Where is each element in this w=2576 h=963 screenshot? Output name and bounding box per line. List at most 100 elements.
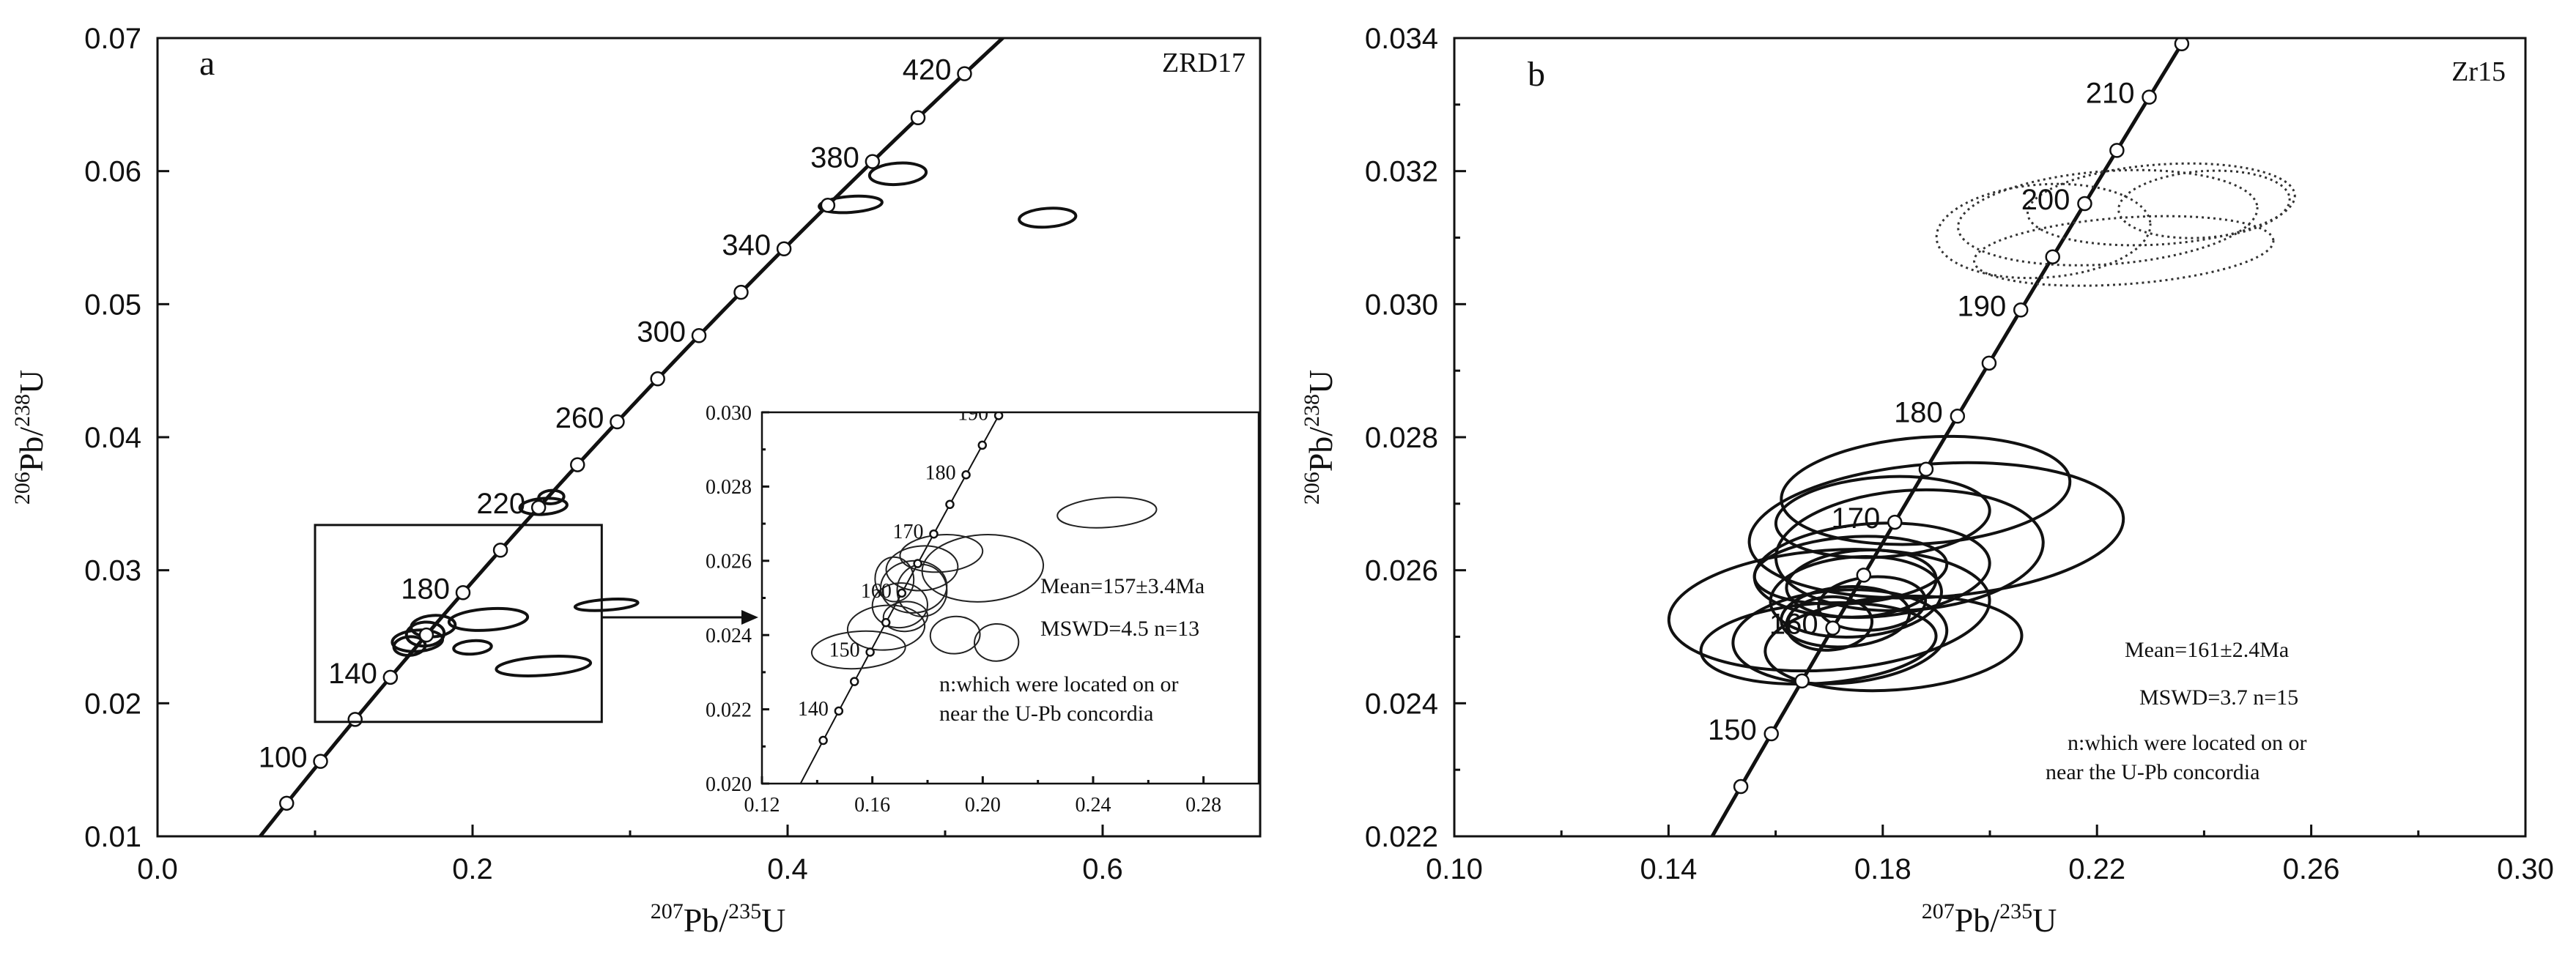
panel-b-error-ellipse — [1785, 548, 1938, 619]
panel-a-x-axis-title: 207Pb/235U — [651, 899, 786, 939]
inset-age-marker — [881, 617, 891, 628]
panel-b-x-sup1: 207 — [1922, 899, 1955, 923]
panel-a-y-base2: U — [12, 370, 50, 394]
panel-a-y-ticks: 0.01 0.02 0.03 0.04 0.05 0.06 0.07 — [84, 23, 169, 853]
inset-x-tick-label: 0.20 — [965, 794, 1001, 817]
panel-a-error-ellipse — [867, 161, 928, 187]
panel-a-x-tick-label: 0.2 — [452, 853, 493, 885]
panel-b-age-marker — [1918, 461, 1934, 477]
panel-a-age-marker — [910, 110, 926, 125]
panel-b-age-label: 190 — [1957, 290, 2006, 322]
panel-a-y-axis-title: 206Pb/238U — [10, 370, 50, 505]
inset-y-tick-label: 0.024 — [706, 625, 752, 647]
inset-x-tick-label: 0.24 — [1076, 794, 1111, 817]
panel-b-y-base2: U — [1302, 370, 1339, 394]
inset-error-ellipse — [929, 615, 981, 655]
panel-a-age-marker — [776, 241, 792, 257]
panel-a-x-sup2: 235 — [728, 899, 761, 923]
panel-a-note-line2: near the U-Pb concordia — [939, 702, 1153, 726]
panel-b-error-ellipse — [1731, 588, 1949, 685]
panel-a-error-ellipse — [447, 606, 530, 632]
inset-y-tick-label: 0.020 — [706, 773, 752, 796]
inset-plot-content: 140 150 160 170 180 190 — [798, 412, 1158, 784]
panel-a-age-marker — [278, 795, 295, 811]
inset-age-marker — [993, 412, 1004, 420]
panel-a-mean-annotation: Mean=157±3.4Ma — [1040, 574, 1204, 598]
panel-b-age-label: 170 — [1832, 502, 1881, 535]
inset-error-ellipse — [1056, 497, 1158, 529]
panel-a-age-marker — [1005, 23, 1018, 36]
panel-a-age-marker — [492, 542, 508, 558]
panel-b-y-axis-title: 206Pb/238U — [1300, 370, 1339, 505]
panel-b-mswd-annotation: MSWD=3.7 n=15 — [2139, 685, 2298, 710]
panel-b-y-tick-label: 0.028 — [1365, 422, 1438, 454]
panel-a-error-ellipse — [573, 598, 640, 612]
panel-a-age-marker — [418, 627, 434, 643]
panel-b-age-label: 160 — [1769, 609, 1818, 641]
panel-a-y-tick-label: 0.02 — [84, 688, 141, 720]
panel-b-age-marker — [2174, 38, 2190, 52]
panel-a-age-label: 260 — [555, 402, 604, 434]
inset-error-ellipse — [921, 534, 1045, 603]
panel-a-plot-content: 100 140 180 220 260 300 340 380 420 — [247, 23, 1078, 852]
panel-a-age-marker — [247, 839, 260, 852]
panel-a-error-ellipse — [518, 497, 569, 516]
panel-a-age-marker — [610, 414, 625, 430]
panel-b-age-marker — [1733, 778, 1749, 795]
panel-b-x-tick-label: 0.14 — [1640, 853, 1697, 885]
panel-a-age-marker — [650, 371, 665, 387]
panel-b-age-marker — [2142, 89, 2157, 105]
inset-age-marker — [913, 559, 922, 568]
panel-a-sample-id: ZRD17 — [1162, 48, 1246, 78]
panel-b-error-ellipse — [1774, 488, 2045, 612]
panel-a-age-marker — [530, 499, 547, 516]
panel-b-error-ellipse — [1785, 595, 1874, 652]
panel-b-age-label: 210 — [2086, 78, 2135, 110]
panel-b-age-marker — [1763, 726, 1779, 742]
panel-a-age-marker — [347, 712, 363, 727]
inset-age-marker — [849, 677, 859, 686]
panel-a-age-label: 220 — [476, 488, 525, 520]
panel-a-age-marker — [382, 669, 399, 685]
inset-age-label: 140 — [798, 698, 829, 721]
panel-a-mswd-annotation: MSWD=4.5 n=13 — [1040, 617, 1199, 641]
inset-y-ticks: 0.020 0.022 0.024 0.026 0.028 0.030 — [706, 402, 769, 796]
panel-a-y-sup1: 206 — [10, 472, 34, 505]
panel-b-frame — [1453, 37, 2527, 838]
panel-b-age-marker — [2045, 249, 2060, 264]
panel-b-error-ellipse — [1774, 475, 1991, 559]
inset-y-tick-label: 0.028 — [706, 476, 752, 499]
inset-error-ellipse — [846, 604, 926, 651]
panel-b-y-tick-label: 0.032 — [1365, 156, 1438, 188]
panel-b-dotted-ellipse — [1935, 182, 2152, 280]
panel-b-age-marker — [2013, 302, 2029, 318]
panel-a-age-marker — [957, 66, 972, 81]
panel-a-y-tick-label: 0.06 — [84, 156, 141, 188]
panel-a-age-label: 420 — [903, 54, 952, 86]
panel-a-letter: a — [199, 44, 215, 83]
panel-b-error-ellipse — [1780, 434, 2072, 546]
panel-b-age-label: 150 — [1708, 714, 1757, 746]
panel-a-x-base2: U — [761, 901, 785, 939]
panel-a-y-base1: Pb/ — [12, 427, 50, 472]
panel-b-letter: b — [1528, 55, 1545, 94]
panel-a-age-marker — [455, 585, 471, 601]
inset-y-tick-label: 0.030 — [706, 402, 752, 425]
panel-b-dotted-ellipse — [2027, 162, 2296, 247]
inset-age-marker — [818, 735, 828, 746]
panel-b-dotted-ellipse — [1957, 168, 2259, 267]
inset-background — [762, 412, 1259, 784]
panel-b-mean-annotation: Mean=161±2.4Ma — [2125, 638, 2289, 662]
panel-a-error-ellipse — [818, 194, 884, 215]
panel-b-x-axis-title: 207Pb/235U — [1922, 899, 2057, 939]
panel-b-dotted-ellipse — [1973, 215, 2275, 287]
inset-x-ticks: 0.12 0.16 0.20 0.24 0.28 — [744, 776, 1221, 817]
panel-b-age-marker — [2109, 143, 2125, 158]
panel-a-y-tick-label: 0.05 — [84, 289, 141, 321]
panel-b-age-label: 180 — [1894, 396, 1943, 428]
inset-age-label: 170 — [892, 521, 923, 543]
inset-y-tick-label: 0.022 — [706, 699, 752, 721]
panel-a-x-sup1: 207 — [651, 899, 684, 923]
panel-a-age-marker — [570, 457, 585, 472]
panel-b-x-base2: U — [2032, 901, 2057, 939]
